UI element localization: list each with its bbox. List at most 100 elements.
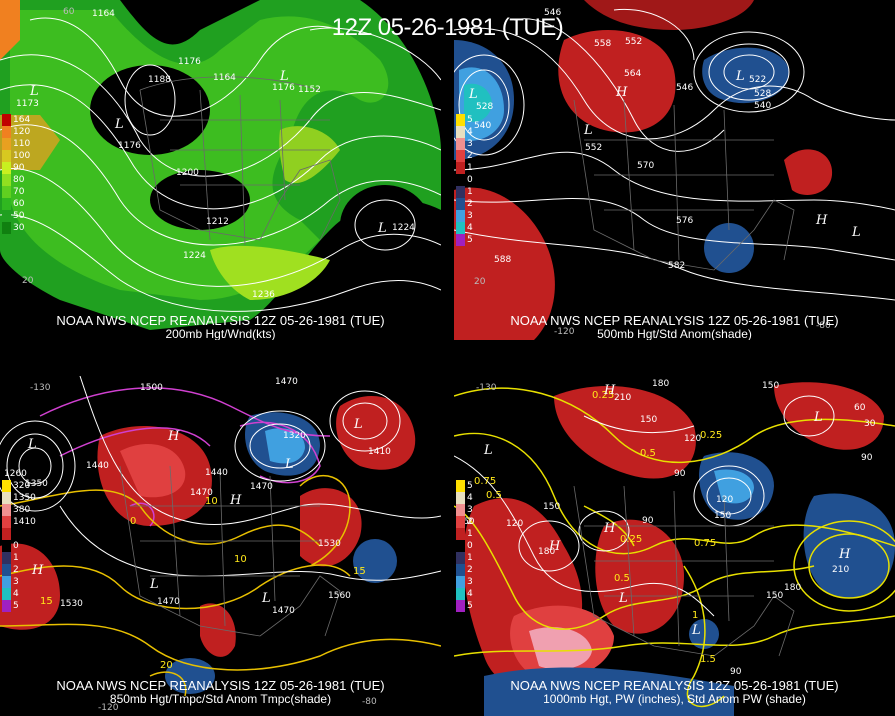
lon-tick: -120: [98, 703, 119, 713]
pw-anom-pos-north: [554, 386, 696, 479]
anomaly-legend: 5 4 3 2 1 0 1 2 3 4 5: [456, 114, 473, 246]
temp-label: 0: [130, 516, 136, 527]
pw-label: 1.5: [700, 654, 716, 665]
anom-pos-sw: [454, 187, 555, 340]
pw-label: 0.5: [640, 448, 656, 459]
hgt-label: 1176: [272, 83, 295, 93]
trough-region: [90, 65, 210, 155]
anom-pos-east: [784, 149, 833, 195]
hgt-label: 150: [640, 415, 657, 425]
map-panel-850mb: 1440 1470 1320 1410 1470 1440 1470 1530 …: [0, 376, 441, 716]
temp-label: 20: [160, 660, 173, 671]
anomaly-legend: 5 4 3 2 1 0 1 2 3 4 5: [456, 480, 473, 612]
hgt-label: 1176: [178, 57, 201, 67]
hgt-label: 1470: [250, 482, 273, 492]
hgt-label: 558: [594, 39, 611, 49]
pw-label: 0.75: [474, 476, 496, 487]
panel-subcaption: 1000mb Hgt, PW (inches), Std Anom PW (sh…: [543, 692, 806, 706]
pw-label: 0.5: [614, 573, 630, 584]
temp-contours-warm: [0, 475, 441, 697]
low-marker: L: [261, 591, 271, 606]
hgt-label: 180: [538, 547, 555, 557]
panel-caption: NOAA NWS NCEP REANALYSIS 12Z 05-26-1981 …: [510, 313, 839, 328]
state-boundaries: [573, 485, 795, 657]
jet-core-nw: [0, 0, 20, 60]
hgt-label: 1260: [4, 469, 27, 479]
low-marker: L: [279, 69, 289, 84]
pw-label: 1: [692, 610, 698, 621]
low-marker: L: [29, 84, 39, 99]
hgt-label: 1152: [298, 85, 321, 95]
hgt-label: 120: [716, 495, 733, 505]
anom-pos-central-core: [120, 443, 186, 498]
hgt-label: 582: [668, 261, 685, 271]
hgt-label: 552: [625, 37, 642, 47]
hgt-label: 1320: [283, 431, 306, 441]
anom-neg-ne-core: [265, 428, 305, 464]
anomaly-legend: 320 1350 380 1410 0 1 2 3 4 5: [2, 480, 36, 612]
temp-label: 10: [234, 554, 247, 565]
hgt-label: 1470: [275, 377, 298, 387]
low-region-east: [340, 185, 430, 265]
pw-contours: [454, 387, 895, 707]
hgt-label: 564: [624, 69, 641, 79]
hgt-label: 540: [754, 101, 771, 111]
hgt-label: 1188: [148, 75, 171, 85]
hgt-label: 180: [784, 583, 801, 593]
lon-tick: -130: [476, 383, 497, 393]
high-marker: H: [615, 85, 628, 100]
hgt-label: 60: [854, 403, 866, 413]
hgt-label: 120: [684, 434, 701, 444]
pw-anom-neg-south-small: [689, 619, 719, 649]
pw-anom-neg-east: [803, 493, 895, 599]
low-marker: L: [149, 577, 159, 592]
height-contours: [454, 8, 895, 301]
hgt-label: 1410: [368, 447, 391, 457]
hgt-label: 180: [652, 379, 669, 389]
pw-label: 0.25: [592, 390, 614, 401]
high-marker: H: [229, 493, 242, 508]
panel-subcaption: 850mb Hgt/Tmpc/Std Anom Tmpc(shade): [109, 692, 332, 706]
hgt-label: 528: [476, 102, 493, 112]
low-marker: L: [583, 123, 593, 138]
anom-neg-se: [704, 223, 754, 273]
hgt-label: 1560: [328, 591, 351, 601]
low-marker: L: [851, 225, 861, 240]
hgt-label: 1224: [392, 223, 415, 233]
lat-tick: 20: [474, 277, 486, 287]
hgt-label: 90: [861, 453, 873, 463]
hgt-label: 1350: [25, 479, 48, 489]
low-marker: L: [468, 87, 478, 102]
low-marker: L: [813, 410, 823, 425]
hgt-label: 588: [494, 255, 511, 265]
hgt-label: 120: [506, 519, 523, 529]
state-boundaries: [573, 99, 795, 271]
low-marker: L: [284, 457, 294, 472]
height-contours: [0, 17, 441, 312]
hgt-label: 546: [676, 83, 693, 93]
low-marker: L: [377, 221, 387, 236]
panel-caption: NOAA NWS NCEP REANALYSIS 12Z 05-26-1981 …: [510, 678, 839, 693]
pw-label: 0.75: [694, 538, 716, 549]
lat-tick: 60: [63, 7, 75, 17]
low-marker: L: [618, 591, 628, 606]
hgt-label: 60: [463, 517, 475, 527]
map-500mb: 546 558 552 564 546 522 528 540 570 576 …: [454, 0, 895, 340]
low-marker: L: [691, 623, 701, 638]
anom-pos-west: [0, 543, 60, 630]
hgt-label: 150: [543, 502, 560, 512]
hgt-label: 150: [766, 591, 783, 601]
map-200mb: 1164 1176 1164 1188 1176 1152 1200 1212 …: [0, 0, 441, 340]
hgt-label: 1200: [176, 168, 199, 178]
hgt-label: 570: [637, 161, 654, 171]
low-marker: L: [114, 117, 124, 132]
low-marker: L: [483, 443, 493, 458]
pw-anom-pos-ne: [774, 382, 884, 450]
anom-neg-west-max: [464, 83, 492, 122]
hgt-label: 1470: [190, 488, 213, 498]
pw-anom-pos-sw-core: [529, 627, 592, 670]
anom-pos-north: [558, 30, 676, 133]
hgt-label: 210: [832, 565, 849, 575]
lon-tick: -80: [816, 321, 831, 331]
hgt-label: 1470: [157, 597, 180, 607]
